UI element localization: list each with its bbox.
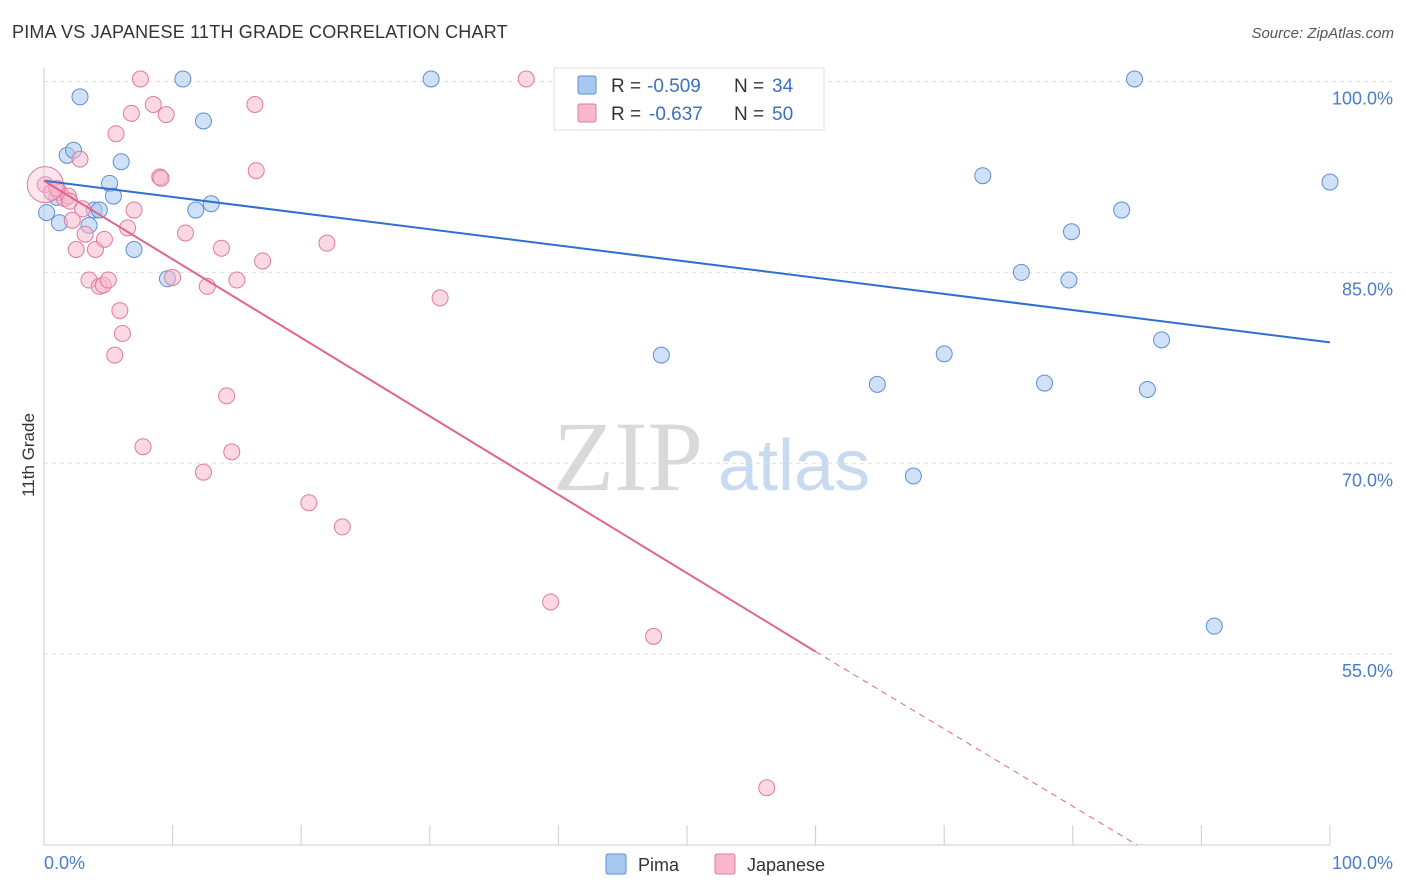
pima-point-29 (1138, 380, 1156, 398)
japanese-point-38 (254, 252, 272, 270)
bottom-legend-label-japanese: Japanese (747, 855, 825, 875)
pima-point-28 (1126, 70, 1144, 88)
bottom-legend-swatch-japanese (714, 853, 736, 875)
series-legend: Pima Japanese (605, 853, 825, 875)
pima-point-14 (187, 201, 205, 219)
legend-n-value-pima: 34 (772, 76, 794, 97)
japanese-point-42 (431, 289, 449, 307)
pima-point-31 (1205, 617, 1223, 635)
pima-point-21 (935, 345, 953, 363)
legend-swatch-pima (577, 75, 597, 95)
chart-source: Source: ZipAtlas.com (1251, 25, 1394, 42)
japanese-point-30 (194, 463, 212, 481)
pima-point-17 (422, 70, 440, 88)
japanese-point-21 (125, 201, 143, 219)
japanese-point-32 (212, 239, 230, 257)
japanese-point-15 (106, 346, 124, 364)
japanese-point-18 (113, 324, 131, 342)
japanese-point-5 (63, 211, 81, 229)
pima-point-32 (1321, 173, 1339, 191)
stats-legend-box (553, 67, 825, 131)
japanese-point-33 (218, 387, 236, 405)
pima-point-11 (125, 241, 143, 259)
legend-r-label-japanese: R = (611, 104, 641, 125)
pima-point-0 (38, 204, 56, 222)
japanese-point-46 (758, 779, 776, 797)
y-axis-label: 11th Grade (19, 413, 38, 497)
pima-point-30 (1153, 331, 1171, 349)
trend-lines (43, 179, 1331, 846)
japanese-point-35 (228, 271, 246, 289)
pima-point-24 (1036, 374, 1054, 392)
pima-point-13 (174, 70, 192, 88)
legend-r-label-pima: R = (611, 76, 641, 97)
japanese-point-22 (131, 70, 149, 88)
japanese-point-6 (67, 241, 85, 259)
pima-point-16 (202, 195, 220, 213)
bottom-legend-swatch-pima (605, 853, 627, 875)
x-tick-label-right: 100.0% (1332, 853, 1393, 873)
y-tick-label-2: 70.0% (1342, 470, 1393, 490)
x-tick-label-left: 0.0% (44, 853, 85, 873)
japanese-point-26 (152, 169, 170, 187)
japanese-trend-line-extension (815, 651, 1138, 846)
pima-point-20 (904, 467, 922, 485)
grid-lines (44, 81, 1392, 655)
pima-point-15 (194, 112, 212, 130)
japanese-point-27 (157, 106, 175, 124)
legend-n-label-japanese: N = (734, 104, 764, 125)
pima-point-23 (1012, 263, 1030, 281)
japanese-point-39 (300, 494, 318, 512)
japanese-point-43 (517, 70, 535, 88)
chart-title: PIMA VS JAPANESE 11TH GRADE CORRELATION … (12, 22, 508, 42)
y-tick-label-0: 100.0% (1332, 89, 1393, 109)
legend-r-value-japanese: -0.637 (649, 104, 703, 125)
pima-point-4 (71, 88, 89, 106)
legend-swatch-japanese (577, 103, 597, 123)
pima-point-18 (652, 346, 670, 364)
bottom-legend-label-pima: Pima (638, 855, 680, 875)
japanese-point-44 (542, 593, 560, 611)
watermark-atlas: atlas (718, 426, 870, 506)
legend-n-label-pima: N = (734, 76, 764, 97)
japanese-point-14 (99, 271, 117, 289)
japanese-point-16 (107, 125, 125, 143)
pima-point-27 (1113, 201, 1131, 219)
japanese-point-13 (95, 230, 113, 248)
pima-point-25 (1060, 271, 1078, 289)
japanese-point-29 (176, 224, 194, 242)
legend-r-value-pima: -0.509 (647, 76, 701, 97)
data-points (26, 70, 1339, 797)
japanese-point-36 (246, 95, 264, 113)
y-tick-label-3: 55.0% (1342, 661, 1393, 681)
japanese-trend-line (43, 179, 817, 653)
axes: 100.0% 85.0% 70.0% 55.0% 0.0% 100.0% (43, 68, 1393, 873)
pima-point-19 (868, 375, 886, 393)
japanese-point-20 (122, 104, 140, 122)
japanese-point-large (26, 166, 64, 204)
japanese-point-24 (144, 95, 162, 113)
y-tick-label-1: 85.0% (1342, 279, 1393, 299)
japanese-point-8 (76, 225, 94, 243)
japanese-point-41 (333, 518, 351, 536)
japanese-point-37 (247, 162, 265, 180)
japanese-point-45 (645, 627, 663, 645)
watermark-zip: ZIP (553, 401, 703, 512)
pima-point-9 (104, 187, 122, 205)
japanese-point-17 (111, 302, 129, 320)
pima-point-26 (1063, 223, 1081, 241)
japanese-point-40 (318, 234, 336, 252)
japanese-point-28 (164, 268, 182, 286)
japanese-point-7 (71, 150, 89, 168)
stats-legend: R = -0.509 N = 34 R = -0.637 N = 50 (553, 67, 825, 131)
japanese-point-23 (134, 438, 152, 456)
pima-point-22 (974, 167, 992, 185)
japanese-point-34 (223, 443, 241, 461)
pima-point-10 (112, 153, 130, 171)
legend-n-value-japanese: 50 (772, 104, 793, 125)
pima-trend-line (43, 179, 1331, 344)
